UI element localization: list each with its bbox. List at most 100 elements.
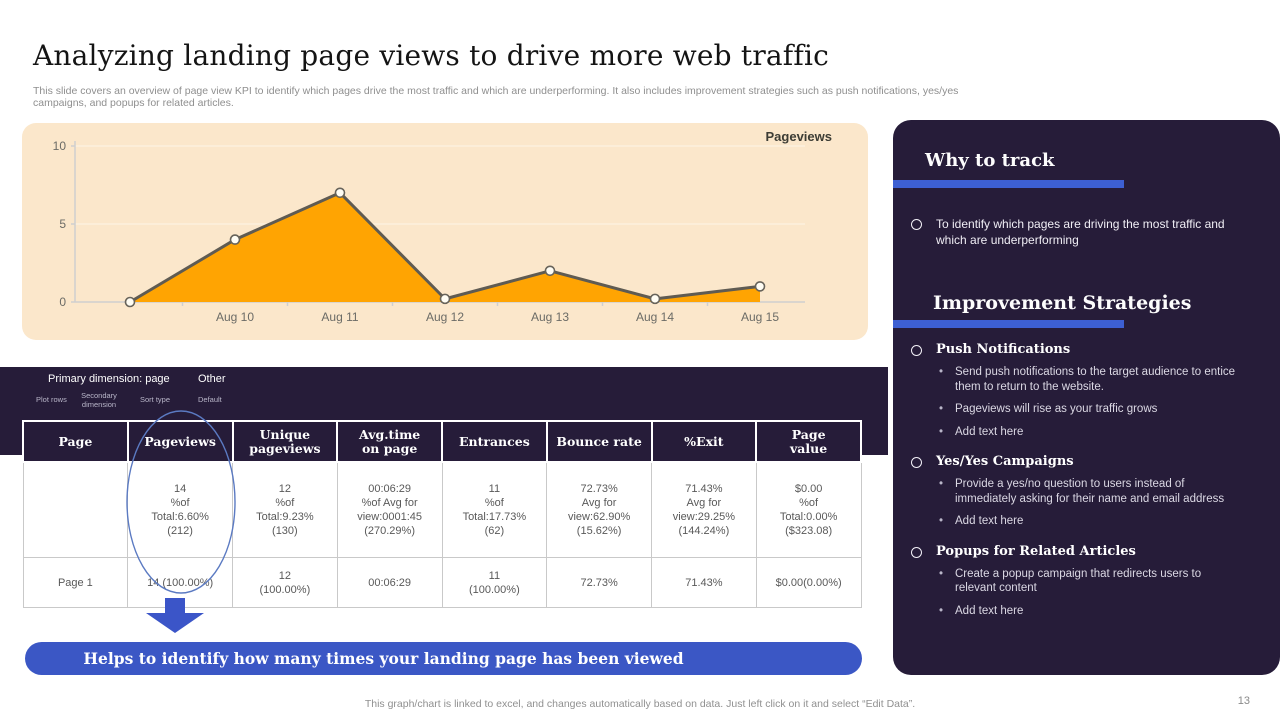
circle-bullet-icon xyxy=(911,219,922,230)
sidebar: Why to track To identify which pages are… xyxy=(893,120,1280,675)
pageviews-column-highlight-ellipse xyxy=(126,410,236,594)
x-axis-label: Aug 13 xyxy=(531,310,569,324)
table-cell: 00:06:29 xyxy=(336,557,443,608)
column-header: Avg.time on page xyxy=(336,420,443,463)
x-axis-label: Aug 12 xyxy=(426,310,464,324)
chart-area-fill xyxy=(130,192,760,302)
footer-note: This graph/chart is linked to excel, and… xyxy=(364,698,916,710)
data-point-marker xyxy=(754,281,766,292)
data-point-marker xyxy=(124,296,136,308)
strategy-title-row: Yes/Yes Campaigns xyxy=(911,454,1263,469)
dot-bullet-icon: • xyxy=(939,403,944,415)
table-cell xyxy=(22,461,129,558)
column-header: Pageviews xyxy=(126,420,234,463)
column-header: Entrances xyxy=(441,420,548,463)
accent-bar xyxy=(893,180,1124,188)
strategy-point: • Add text here xyxy=(939,515,1024,527)
table-row: 14 %of Total:6.60% (212) 12 %of Total:9.2… xyxy=(22,461,862,558)
strategy-points: • Send push notifications to the target a… xyxy=(911,365,1263,439)
table-cell: 72.73% Avg for view:62.90% (15.62%) xyxy=(546,461,652,558)
data-point-marker xyxy=(334,187,346,199)
circle-bullet-icon xyxy=(911,457,922,468)
dot-bullet-icon: • xyxy=(939,478,944,490)
down-arrow-icon xyxy=(146,598,204,633)
x-axis-label: Aug 15 xyxy=(741,310,779,324)
page-title: Analyzing landing page views to drive mo… xyxy=(33,38,829,72)
x-axis-label: Aug 10 xyxy=(216,310,254,324)
strategy-group: Popups for Related Articles • Create a pop… xyxy=(911,544,1263,619)
strategy-point: • Add text here xyxy=(939,425,1024,438)
dot-bullet-icon: • xyxy=(939,366,944,378)
strategy-point: • Pageviews will rise as your traffic gro… xyxy=(939,403,1158,415)
data-point-marker xyxy=(439,293,451,305)
table-cell: 71.43% Avg for view:29.25% (144.24%) xyxy=(651,461,757,558)
kpi-table: Page Pageviews Unique pageviews Avg.time on… xyxy=(22,420,862,608)
chart-legend: Pageviews xyxy=(765,129,833,144)
default-sort-button[interactable]: Default xyxy=(198,395,222,404)
table-cell: 12 (100.00%) xyxy=(232,557,338,608)
x-axis-label: Aug 14 xyxy=(636,310,674,324)
why-to-track-heading: Why to track xyxy=(925,150,1055,171)
dot-bullet-icon: • xyxy=(939,515,944,527)
strategy-title-row: Push Notifications xyxy=(911,342,1263,357)
primary-dimension-label[interactable]: Primary dimension: page xyxy=(48,373,170,385)
data-point-marker xyxy=(544,265,556,277)
strategy-title-row: Popups for Related Articles xyxy=(911,544,1263,559)
table-cell: 72.73% xyxy=(546,557,652,608)
why-to-track-text: To identify which pages are driving the … xyxy=(936,217,1225,247)
table-cell: 12 %of Total:9.23% (130) xyxy=(232,461,338,558)
table-cell: 71.43% xyxy=(651,557,757,608)
improvement-strategies-heading: Improvement Strategies xyxy=(933,292,1192,314)
strategy-title: Push Notifications xyxy=(936,342,1071,357)
data-point-marker xyxy=(649,293,661,305)
strategy-points: • Provide a yes/no question to users inst… xyxy=(911,477,1263,529)
plot-rows-button[interactable]: Plot rows xyxy=(36,395,67,404)
slide-subtitle: This slide covers an overview of page vi… xyxy=(33,84,959,110)
strategies-list: Push Notifications • Send push notificatio… xyxy=(911,342,1263,633)
page-number: 13 xyxy=(1237,695,1250,707)
table-cell: 11 (100.00%) xyxy=(441,557,548,608)
circle-bullet-icon xyxy=(911,546,922,558)
data-point-marker xyxy=(229,234,241,245)
dot-bullet-icon: • xyxy=(939,604,944,617)
table-row: Page 1 14 (100.00%) 12 (100.00%) 00:06:29 11… xyxy=(22,557,862,608)
column-header: Page value xyxy=(755,420,862,463)
strategy-point: • Send push notifications to the target a… xyxy=(939,366,1236,393)
column-header: Page xyxy=(22,420,129,463)
kpi-table-header: Page Pageviews Unique pageviews Avg.time on… xyxy=(22,420,862,463)
accent-bar xyxy=(893,320,1124,328)
table-cell: 14 (100.00%) xyxy=(127,557,233,608)
y-axis-label: 0 xyxy=(59,295,66,309)
column-header: Unique pageviews xyxy=(231,420,339,463)
table-cell: 14 %of Total:6.60% (212) xyxy=(127,461,233,558)
y-axis-label: 10 xyxy=(53,139,67,153)
dot-bullet-icon: • xyxy=(939,567,944,580)
x-axis-label: Aug 11 xyxy=(321,310,358,324)
kpi-table-body: 14 %of Total:6.60% (212) 12 %of Total:9.2… xyxy=(22,461,862,608)
strategy-points: • Create a popup campaign that redirects … xyxy=(911,567,1263,619)
sort-type-button[interactable]: Sort type xyxy=(140,395,171,404)
table-cell: 11 %of Total:17.73% (62) xyxy=(441,461,548,558)
strategy-point: • Provide a yes/no question to users inst… xyxy=(939,478,1225,505)
strategy-point: • Add text here xyxy=(939,604,1024,617)
why-to-track-bullet: To identify which pages are driving the … xyxy=(911,216,1256,248)
pageviews-chart-panel: Pageviews 0 5 10 Aug 10 Aug 11 Aug 12 Aug 13 Au… xyxy=(22,123,868,340)
table-cell: 00:06:29 %of Avg for view:0001:45 (270.2… xyxy=(336,461,443,558)
strategy-title: Yes/Yes Campaigns xyxy=(936,454,1074,469)
table-cell: $0.00 %of Total:0.00% ($323.08) xyxy=(755,461,862,558)
takeaway-banner: Helps to identify how many times your la… xyxy=(25,642,862,675)
circle-bullet-icon xyxy=(911,345,922,356)
secondary-dimension-button[interactable]: Secondary dimension xyxy=(81,391,117,409)
column-header: %Exit xyxy=(650,420,758,463)
column-header: Bounce rate xyxy=(545,420,653,463)
other-dimension-button[interactable]: Other xyxy=(198,373,226,385)
pageviews-area-chart: 0 5 10 Aug 10 Aug 11 Aug 12 Aug 13 Aug 14 Aug 15 xyxy=(53,139,805,324)
y-axis-label: 5 xyxy=(59,217,66,231)
strategy-point: • Create a popup campaign that redirects … xyxy=(939,567,1202,595)
strategy-title: Popups for Related Articles xyxy=(936,543,1136,559)
strategy-group: Push Notifications • Send push notificatio… xyxy=(911,342,1263,439)
table-cell: $0.00(0.00%) xyxy=(755,557,862,608)
strategy-group: Yes/Yes Campaigns • Provide a yes/no quest… xyxy=(911,454,1263,529)
dot-bullet-icon: • xyxy=(939,425,944,438)
